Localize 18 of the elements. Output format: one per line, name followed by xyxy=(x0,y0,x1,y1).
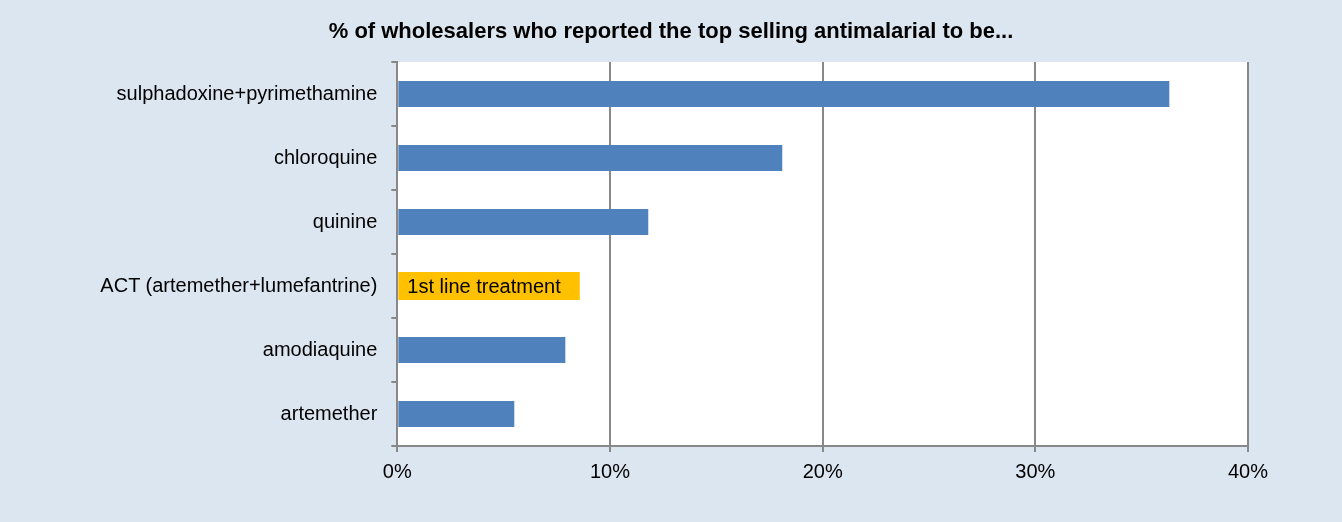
x-tick-label: 20% xyxy=(802,459,843,482)
y-tick-label: amodiaquine xyxy=(262,337,378,360)
annotation: 1st line treatment xyxy=(407,274,562,297)
y-tick-label: chloroquine xyxy=(273,145,378,168)
y-tick-label: sulphadoxine+pyrimethamine xyxy=(116,81,378,104)
x-tick-label: 30% xyxy=(1015,459,1056,482)
bar xyxy=(398,81,1170,107)
chart-title: % of wholesalers who reported the top selling antimalarial to be... xyxy=(327,18,1015,44)
x-tick-label: 40% xyxy=(1227,459,1269,482)
bar xyxy=(398,145,783,171)
y-tick-label: quinine xyxy=(312,209,378,232)
y-tick-label: artemether xyxy=(280,401,378,424)
y-tick-label: ACT (artemether+lumefantrine) xyxy=(100,273,378,296)
bar xyxy=(398,401,515,427)
x-tick-label: 10% xyxy=(589,459,631,482)
x-tick-label: 0% xyxy=(382,459,412,482)
bar xyxy=(398,209,649,235)
bar xyxy=(398,337,566,363)
